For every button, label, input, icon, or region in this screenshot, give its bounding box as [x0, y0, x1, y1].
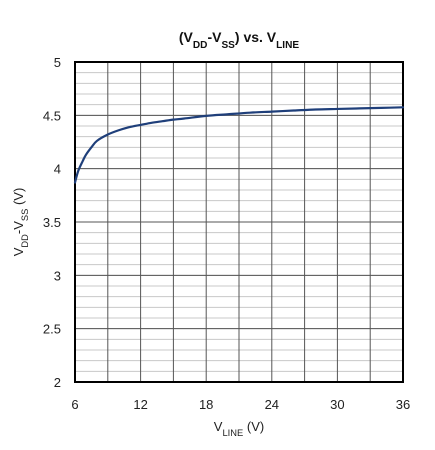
series-line-0 [73, 106, 405, 184]
series-layer [73, 106, 405, 184]
x-axis-label: VLINE (V) [214, 419, 264, 438]
y-tick-label: 5 [54, 55, 61, 70]
x-tick-label: 30 [330, 397, 344, 412]
y-axis-label: VDD-VSS (V) [11, 188, 30, 257]
x-tick-label: 24 [265, 397, 279, 412]
x-tick-label: 36 [396, 397, 410, 412]
chart-title: (VDD-VSS) vs. VLINE [179, 29, 299, 51]
y-tick-label: 2 [54, 375, 61, 390]
major-gridlines [74, 61, 404, 383]
x-tick-label: 18 [199, 397, 213, 412]
x-tick-label: 12 [133, 397, 147, 412]
x-tick-label: 6 [71, 397, 78, 412]
y-tick-label: 2.5 [43, 322, 61, 337]
y-tick-label: 3.5 [43, 215, 61, 230]
y-tick-label: 3 [54, 268, 61, 283]
x-axis-ticks: 6 12 18 24 30 36 [71, 397, 410, 412]
y-tick-label: 4.5 [43, 108, 61, 123]
plot-area-frame [74, 61, 404, 383]
y-tick-label: 4 [54, 162, 61, 177]
y-axis-ticks: 2 2.5 3 3.5 4 4.5 5 [43, 55, 61, 390]
